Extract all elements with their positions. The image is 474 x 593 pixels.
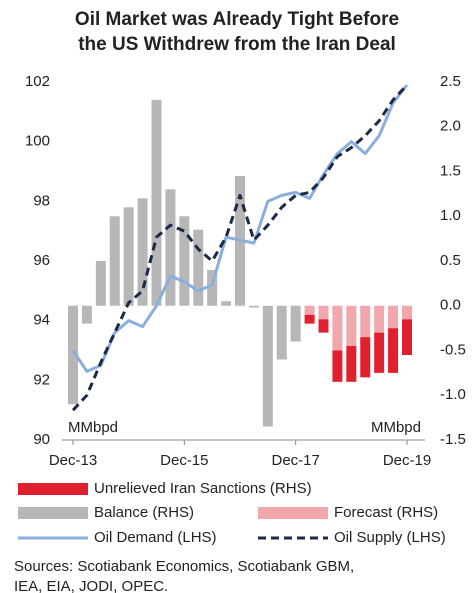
bar [318,305,329,320]
bar [123,207,134,306]
y2-axis-label: MMbpd [371,419,421,436]
line [71,84,409,373]
y2-tick-label: -1.5 [440,431,466,448]
y-tick-label: 98 [33,192,50,209]
bar [95,261,106,306]
legend-key [18,483,88,495]
y2-tick-label: 0.0 [440,297,461,314]
y-tick-label: 94 [33,312,50,329]
bar [290,305,301,342]
bar [402,305,412,320]
bar [179,216,190,306]
y2-tick-label: 1.5 [440,162,461,179]
x-tick-label: Dec-13 [49,452,97,469]
bar [193,229,204,306]
legend-key [258,507,328,519]
legend-label: Unrelieved Iran Sanctions (RHS) [94,480,312,497]
bar [402,319,412,355]
bar [109,216,120,306]
bar [360,305,371,338]
y-tick-label: 92 [33,371,50,388]
y-tick-label: 100 [25,133,50,150]
y-tick-label: 102 [25,73,50,90]
x-tick-label: Dec-17 [271,452,319,469]
line [71,83,409,412]
bar [207,269,218,306]
bar [221,301,232,306]
bar [304,305,315,315]
bar [304,314,315,324]
y-tick-label: 90 [33,431,50,448]
bar [374,305,385,333]
bar [388,328,399,373]
y2-tick-label: 0.5 [440,252,461,269]
y2-tick-label: 1.0 [440,207,461,224]
y2-tick-label: -1.0 [440,386,466,403]
y2-tick-label: 2.5 [440,73,461,90]
y-tick-label: 96 [33,252,50,269]
bar [360,337,371,378]
bar [248,305,259,308]
x-tick-label: Dec-15 [160,452,208,469]
legend-label: Forecast (RHS) [334,504,438,521]
chart-title: the US Withdrew from the Iran Deal [78,34,396,55]
y2-tick-label: -0.5 [440,341,466,358]
bar [262,305,273,427]
bar [137,198,148,306]
bar [332,305,343,351]
bar [151,99,162,306]
bar [332,350,343,382]
legend-label: Oil Supply (LHS) [334,529,446,546]
y-axis-label: MMbpd [68,419,118,436]
x-tick-label: Dec-19 [383,452,431,469]
source: Sources: Scotiabank Economics, Scotiaban… [14,558,354,575]
legend-label: Balance (RHS) [94,504,194,521]
bar [346,346,357,382]
bar [374,332,385,373]
legend-label: Oil Demand (LHS) [94,529,217,546]
y2-tick-label: 2.0 [440,118,461,135]
bar [81,305,92,324]
chart-title: Oil Market was Already Tight Before [75,9,399,30]
bar [318,319,329,333]
legend-key [18,507,88,519]
bar [388,305,399,329]
source: IEA, EIA, JODI, OPEC. [14,578,168,593]
bar [346,305,357,347]
bar [276,305,287,360]
bar [68,305,78,405]
bar [165,189,176,306]
